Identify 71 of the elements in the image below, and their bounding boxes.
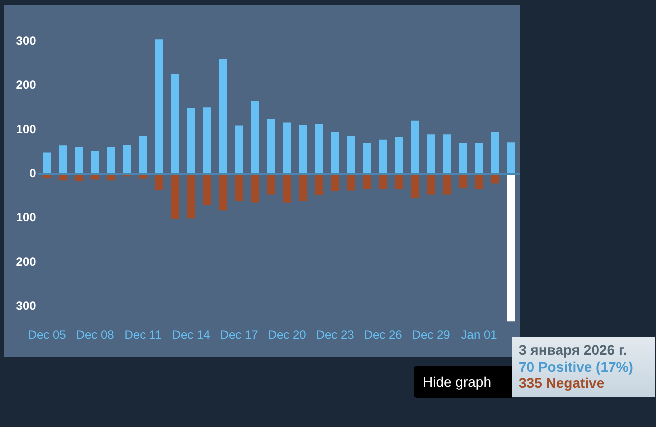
bar xyxy=(427,174,436,195)
bar xyxy=(219,174,228,211)
bar xyxy=(171,174,180,220)
x-tick-label: Dec 08 xyxy=(76,328,115,342)
x-tick-label: Dec 26 xyxy=(364,328,403,342)
bar xyxy=(187,174,196,219)
y-tick-label: 300 xyxy=(16,299,37,314)
bar xyxy=(459,174,468,189)
bar xyxy=(251,174,260,203)
x-tick-label: Dec 14 xyxy=(172,328,211,342)
bar xyxy=(315,124,324,174)
bar xyxy=(427,134,436,174)
bar xyxy=(379,174,388,189)
x-tick-label: Dec 17 xyxy=(220,328,259,342)
bar xyxy=(187,108,196,174)
x-tick-label: Dec 20 xyxy=(268,328,307,342)
bar xyxy=(395,137,404,174)
bar xyxy=(395,174,404,189)
x-tick-label: Dec 05 xyxy=(28,328,67,342)
x-tick-label: Dec 23 xyxy=(316,328,355,342)
x-tick-label: Jan 01 xyxy=(461,328,498,342)
bar xyxy=(299,174,308,202)
bar xyxy=(59,146,68,174)
bar xyxy=(363,174,372,190)
bar xyxy=(443,134,452,174)
bar xyxy=(315,174,324,196)
bar xyxy=(347,136,356,174)
x-tick-label: Dec 11 xyxy=(124,328,162,342)
bar xyxy=(267,174,276,195)
bar xyxy=(363,143,372,174)
bar xyxy=(75,147,84,174)
bar xyxy=(379,140,388,174)
bar xyxy=(443,174,452,195)
bar xyxy=(411,120,420,174)
bar xyxy=(235,126,244,174)
bar xyxy=(267,119,276,174)
x-tick-label: Dec 29 xyxy=(412,328,451,342)
bar xyxy=(331,174,340,192)
bar xyxy=(139,136,148,174)
y-tick-label: 100 xyxy=(16,122,37,136)
bar xyxy=(123,145,132,174)
bar xyxy=(475,174,484,190)
bar xyxy=(155,174,164,190)
bar xyxy=(171,74,180,174)
bar xyxy=(299,125,308,174)
review-tooltip: 3 января 2026 г. 70 Positive (17%) 335 Negative xyxy=(512,337,655,397)
y-tick-label: 200 xyxy=(16,254,37,269)
hide-graph-button[interactable]: Hide graph xyxy=(414,366,512,398)
bar xyxy=(331,132,340,174)
bar xyxy=(411,174,420,198)
bar xyxy=(43,152,52,174)
bar xyxy=(155,40,164,174)
bar xyxy=(507,142,516,174)
bar xyxy=(203,108,212,174)
bar xyxy=(283,122,292,174)
bar xyxy=(107,147,116,174)
bar xyxy=(91,151,100,174)
bar xyxy=(203,174,212,206)
bar xyxy=(491,132,500,174)
y-tick-label: 300 xyxy=(16,34,37,48)
y-tick-label: 0 xyxy=(30,166,37,181)
y-tick-label: 100 xyxy=(16,210,37,225)
bar xyxy=(235,174,244,202)
bar xyxy=(283,174,292,203)
bar xyxy=(475,143,484,174)
y-tick-label: 200 xyxy=(16,78,37,92)
bar xyxy=(347,174,356,191)
bar xyxy=(219,59,228,174)
bar xyxy=(507,174,516,322)
bar xyxy=(251,101,260,174)
bar xyxy=(459,143,468,174)
